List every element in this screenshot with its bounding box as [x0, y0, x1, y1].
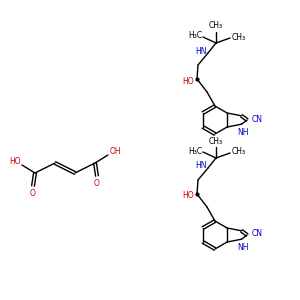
Text: HN: HN [195, 161, 207, 170]
Text: CN: CN [252, 230, 262, 238]
Text: O: O [94, 178, 100, 188]
Text: HN: HN [195, 46, 207, 56]
Text: OH: OH [109, 148, 121, 157]
Text: H₃C: H₃C [188, 32, 202, 40]
Text: HO: HO [182, 191, 194, 200]
Text: CN: CN [252, 115, 262, 124]
Text: CH₃: CH₃ [232, 32, 246, 41]
Text: H₃C: H₃C [188, 146, 202, 155]
Text: CH₃: CH₃ [209, 136, 223, 146]
Text: HO: HO [182, 76, 194, 85]
Text: O: O [30, 188, 36, 197]
Text: CH₃: CH₃ [209, 22, 223, 31]
Text: CH₃: CH₃ [232, 148, 246, 157]
Text: NH: NH [237, 243, 248, 252]
Text: NH: NH [237, 128, 248, 137]
Text: HO: HO [9, 158, 21, 166]
